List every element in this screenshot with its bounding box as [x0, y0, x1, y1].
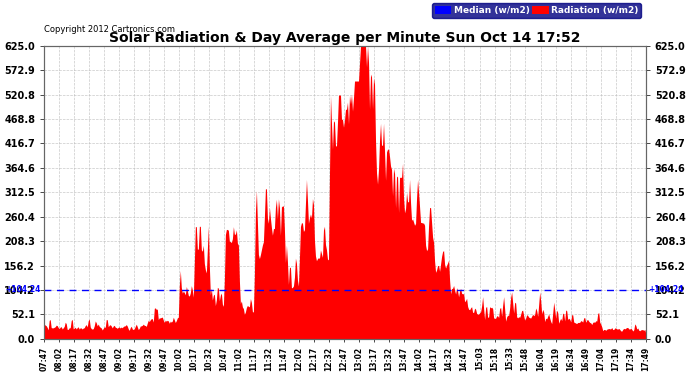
Text: Copyright 2012 Cartronics.com: Copyright 2012 Cartronics.com: [44, 25, 175, 34]
Text: +104.24: +104.24: [649, 285, 684, 294]
Title: Solar Radiation & Day Average per Minute Sun Oct 14 17:52: Solar Radiation & Day Average per Minute…: [109, 31, 581, 45]
Legend: Median (w/m2), Radiation (w/m2): Median (w/m2), Radiation (w/m2): [432, 3, 641, 18]
Text: +104.24: +104.24: [6, 285, 41, 294]
